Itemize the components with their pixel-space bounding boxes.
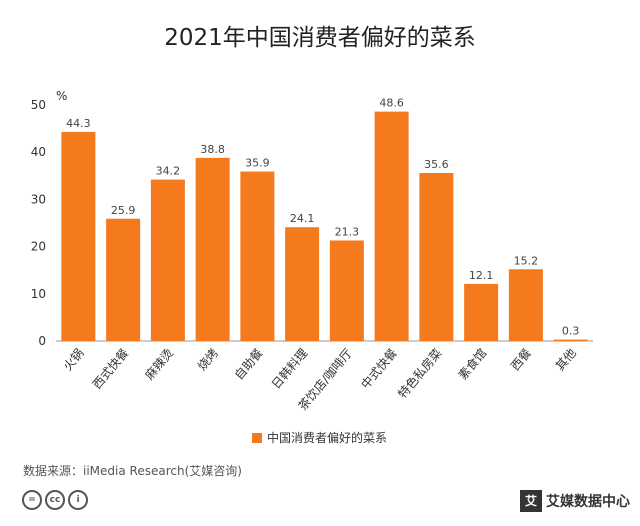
x-tick-label: 其他 <box>553 346 579 373</box>
data-label: 44.3 <box>66 117 91 130</box>
y-tick-label: 40 <box>31 145 46 159</box>
chart-title: 2021年中国消费者偏好的菜系 <box>164 25 476 51</box>
bar <box>508 269 543 341</box>
bar <box>329 240 364 341</box>
legend-label: 中国消费者偏好的菜系 <box>267 430 387 445</box>
y-tick-label: 20 <box>31 240 46 254</box>
x-tick-label: 麻辣烫 <box>142 345 177 382</box>
license-icons: = cc i <box>22 490 88 510</box>
bar <box>419 172 454 341</box>
data-label: 0.3 <box>562 325 580 338</box>
brand-name: 艾媒数据中心 <box>546 494 630 510</box>
y-tick-label: 50 <box>31 98 46 112</box>
legend-swatch <box>252 433 262 443</box>
data-source: 数据来源：iiMedia Research(艾媒咨询) <box>23 464 242 478</box>
x-tick-label: 火锅 <box>60 345 87 373</box>
bar <box>374 111 409 341</box>
data-label: 12.1 <box>469 269 494 282</box>
bar <box>195 157 230 341</box>
y-tick-label: 30 <box>31 192 46 206</box>
bar <box>61 131 96 341</box>
x-tick-label: 烧烤 <box>194 345 221 373</box>
y-tick-label: 10 <box>31 287 46 301</box>
data-label: 35.6 <box>424 158 449 171</box>
data-label: 34.2 <box>156 165 181 178</box>
x-tick-label: 西餐 <box>507 345 534 373</box>
data-label: 38.8 <box>200 143 225 156</box>
data-label: 15.2 <box>514 254 539 267</box>
data-label: 48.6 <box>379 97 404 110</box>
attribution-icon: i <box>68 490 88 510</box>
bar <box>106 218 141 341</box>
y-axis-unit: % <box>56 89 67 103</box>
data-label: 21.3 <box>335 225 360 238</box>
x-tick-label: 日韩料理 <box>268 345 310 391</box>
creative-commons-icon: cc <box>45 490 65 510</box>
bar <box>150 179 185 341</box>
x-tick-label: 特色私房菜 <box>395 345 445 401</box>
brand-logo: 艾 艾媒数据中心 <box>520 490 630 512</box>
x-tick-label: 素食馆 <box>455 345 490 382</box>
no-derivatives-icon: = <box>22 490 42 510</box>
bar <box>553 339 588 341</box>
bar <box>464 283 499 341</box>
bar <box>240 171 275 341</box>
x-tick-label: 中式快餐 <box>358 345 400 391</box>
x-tick-label: 自助餐 <box>231 345 266 382</box>
x-tick-label: 西式快餐 <box>89 345 131 391</box>
bar <box>285 227 320 341</box>
brand-mark-icon: 艾 <box>520 490 542 512</box>
y-tick-label: 0 <box>38 334 46 348</box>
data-label: 35.9 <box>245 157 270 170</box>
data-label: 25.9 <box>111 204 136 217</box>
data-label: 24.1 <box>290 212 315 225</box>
